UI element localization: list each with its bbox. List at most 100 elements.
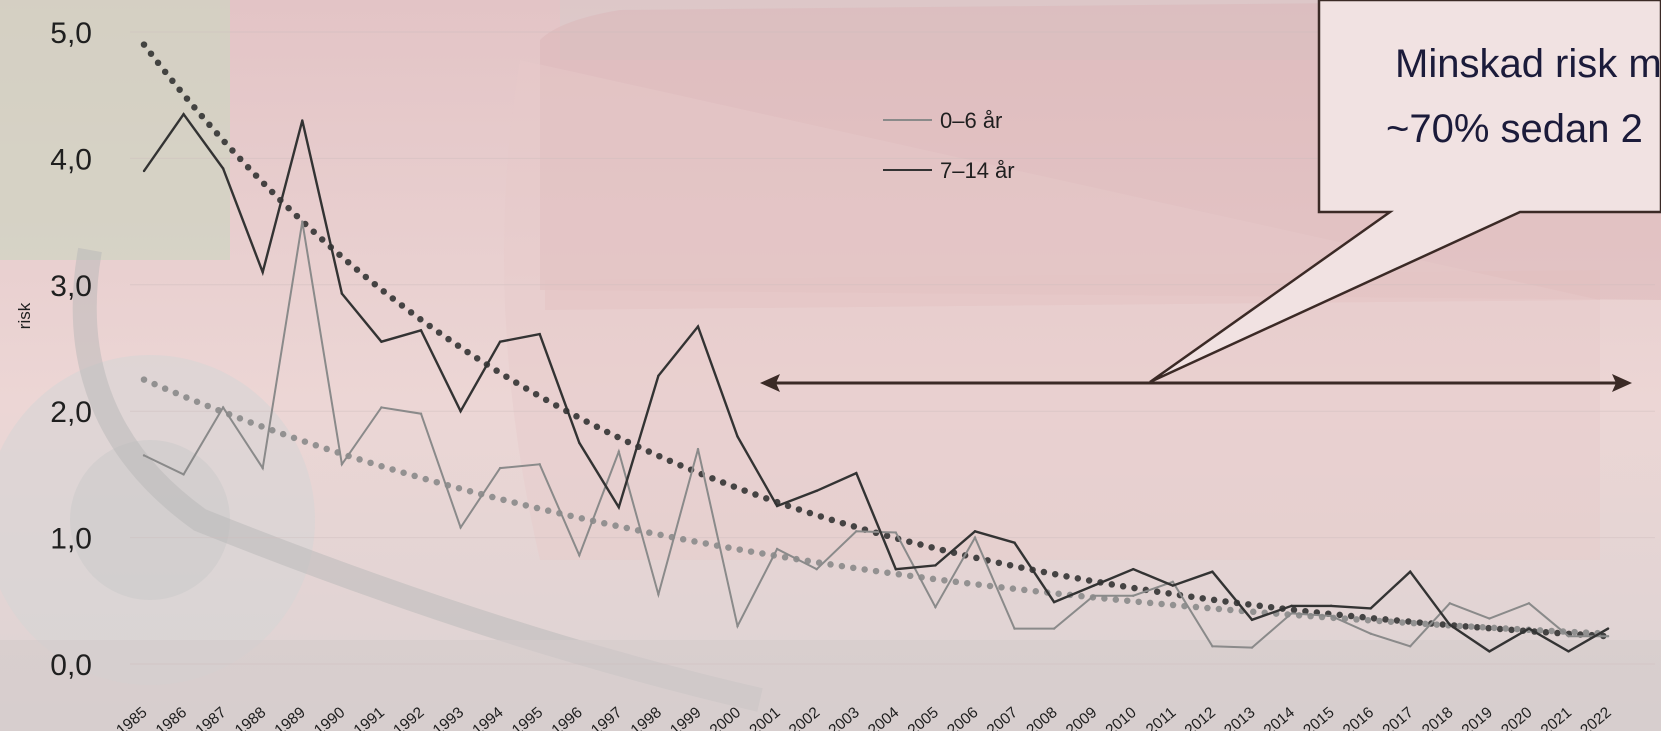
data-point xyxy=(1250,646,1254,649)
x-tick-label: 1987 xyxy=(192,704,229,731)
y-axis-ticks: 0,0 1,0 2,0 3,0 4,0 5,0 xyxy=(50,17,92,682)
data-point xyxy=(221,167,225,170)
callout: Minskad risk m ~70% sedan 2 xyxy=(760,0,1661,392)
x-tick-label: 1998 xyxy=(628,704,665,731)
x-tick-label: 2007 xyxy=(984,704,1021,731)
x-tick-label: 1991 xyxy=(351,704,388,731)
x-tick-label: 1994 xyxy=(469,704,507,731)
data-point xyxy=(657,374,660,378)
data-point xyxy=(459,410,462,413)
data-point xyxy=(1369,607,1372,610)
x-tick-label: 2008 xyxy=(1023,704,1060,731)
trendline-0–6 år xyxy=(140,376,1612,637)
x-tick-label: 2002 xyxy=(786,704,823,731)
x-tick-label: 2009 xyxy=(1063,704,1100,731)
data-point xyxy=(142,169,146,173)
data-point xyxy=(855,530,858,533)
x-tick-label: 1985 xyxy=(113,704,150,731)
data-point xyxy=(1329,604,1333,608)
x-tick-label: 2003 xyxy=(825,704,862,731)
data-point xyxy=(815,568,818,571)
data-point xyxy=(261,466,264,470)
data-point xyxy=(1567,634,1570,638)
data-point xyxy=(1171,584,1175,587)
x-tick-label: 2014 xyxy=(1261,704,1299,731)
data-point xyxy=(973,530,977,533)
gridlines xyxy=(130,31,1655,665)
data-point xyxy=(1211,645,1214,648)
x-tick-label: 1996 xyxy=(548,704,585,731)
x-tick-label: 2015 xyxy=(1300,704,1337,731)
data-point xyxy=(459,526,462,529)
legend-label-0-6: 0–6 år xyxy=(940,108,1002,133)
x-tick-label: 2017 xyxy=(1379,704,1416,731)
data-point xyxy=(142,454,146,457)
data-point xyxy=(617,450,621,453)
x-tick-label: 2000 xyxy=(707,704,745,731)
data-point xyxy=(1052,627,1056,630)
data-point xyxy=(1448,623,1452,627)
x-tick-label: 2011 xyxy=(1143,704,1179,731)
data-point xyxy=(1290,612,1293,615)
y-tick-label: 5,0 xyxy=(50,17,92,50)
data-point xyxy=(538,463,541,466)
x-tick-label: 2004 xyxy=(865,704,903,731)
data-point xyxy=(340,292,344,295)
data-point xyxy=(380,340,383,343)
range-arrow-left-head xyxy=(760,374,780,392)
data-point xyxy=(1329,614,1333,618)
data-point xyxy=(1606,634,1610,638)
x-tick-label: 2018 xyxy=(1419,704,1456,731)
x-tick-label: 1993 xyxy=(430,704,467,731)
data-point xyxy=(498,466,502,470)
series-lines xyxy=(142,112,1610,653)
x-tick-label: 2020 xyxy=(1498,704,1536,731)
y-tick-label: 0,0 xyxy=(50,649,92,682)
data-point xyxy=(1211,570,1214,573)
data-point xyxy=(578,554,581,557)
x-axis-ticks: 1985 1986 1987 1988 1989 1990 1991 1992 1993 1994… xyxy=(113,704,1614,731)
x-tick-label: 1990 xyxy=(311,704,349,731)
legend-label-7-14: 7–14 år xyxy=(940,158,1015,183)
data-point xyxy=(696,325,700,328)
data-point xyxy=(894,531,898,534)
data-point xyxy=(380,406,383,409)
data-point xyxy=(1132,568,1135,571)
data-point xyxy=(1369,632,1372,635)
x-tick-label: 2012 xyxy=(1182,704,1219,731)
data-point xyxy=(498,340,502,343)
data-point xyxy=(1052,600,1056,604)
x-tick-label: 2006 xyxy=(944,704,981,731)
data-point xyxy=(736,435,739,438)
data-point xyxy=(261,270,264,274)
x-tick-label: 1999 xyxy=(667,704,704,731)
y-tick-label: 1,0 xyxy=(50,523,92,556)
data-point xyxy=(775,504,779,508)
callout-box xyxy=(1149,0,1661,384)
data-point xyxy=(1171,580,1175,584)
data-point xyxy=(973,536,977,539)
data-point xyxy=(1488,617,1491,620)
data-point xyxy=(419,412,423,415)
data-point xyxy=(1290,604,1293,608)
data-point xyxy=(934,605,937,609)
x-tick-label: 2001 xyxy=(746,704,783,731)
x-tick-label: 1988 xyxy=(232,704,269,731)
data-point xyxy=(1606,627,1610,630)
series-line-7–14 år xyxy=(143,112,1609,653)
data-point xyxy=(1013,627,1016,630)
data-point xyxy=(1013,541,1016,544)
data-point xyxy=(1527,627,1531,630)
data-point xyxy=(301,119,304,122)
data-point xyxy=(1092,584,1095,587)
data-point xyxy=(340,463,344,466)
data-point xyxy=(934,564,937,567)
x-tick-label: 2016 xyxy=(1340,704,1377,731)
data-point xyxy=(815,489,818,493)
y-axis-label: risk xyxy=(15,302,34,329)
data-point xyxy=(1409,570,1412,573)
data-point xyxy=(617,506,621,509)
y-tick-label: 2,0 xyxy=(50,396,92,429)
data-point xyxy=(1567,650,1570,653)
